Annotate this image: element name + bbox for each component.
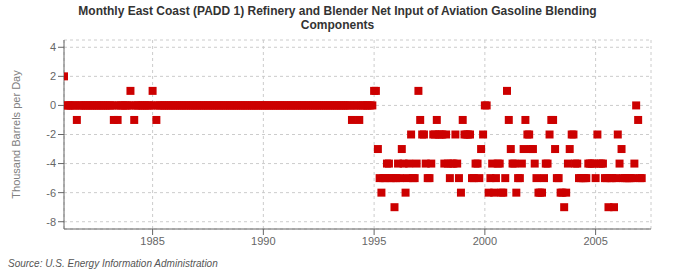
svg-text:0: 0 (50, 99, 56, 111)
svg-text:1995: 1995 (362, 235, 386, 247)
svg-text:-6: -6 (46, 187, 56, 199)
svg-text:-8: -8 (46, 216, 56, 228)
svg-text:-2: -2 (46, 128, 56, 140)
html-text:Source: U.S. Energy Informatio: Source: U.S. Energy Information Administ… (8, 258, 218, 269)
svg-text:2005: 2005 (583, 235, 607, 247)
svg-text:1990: 1990 (251, 235, 275, 247)
html-text:Components: Components (300, 18, 375, 32)
svg-text:Thousand Barrels per Day: Thousand Barrels per Day (10, 70, 22, 199)
svg-text:2: 2 (50, 70, 56, 82)
svg-text:2000: 2000 (473, 235, 497, 247)
html-text:Monthly East Coast (PADD 1) Re: Monthly East Coast (PADD 1) Refinery and… (78, 4, 597, 18)
svg-text:4: 4 (50, 41, 56, 53)
svg-text:-4: -4 (46, 157, 56, 169)
svg-text:1985: 1985 (140, 235, 164, 247)
